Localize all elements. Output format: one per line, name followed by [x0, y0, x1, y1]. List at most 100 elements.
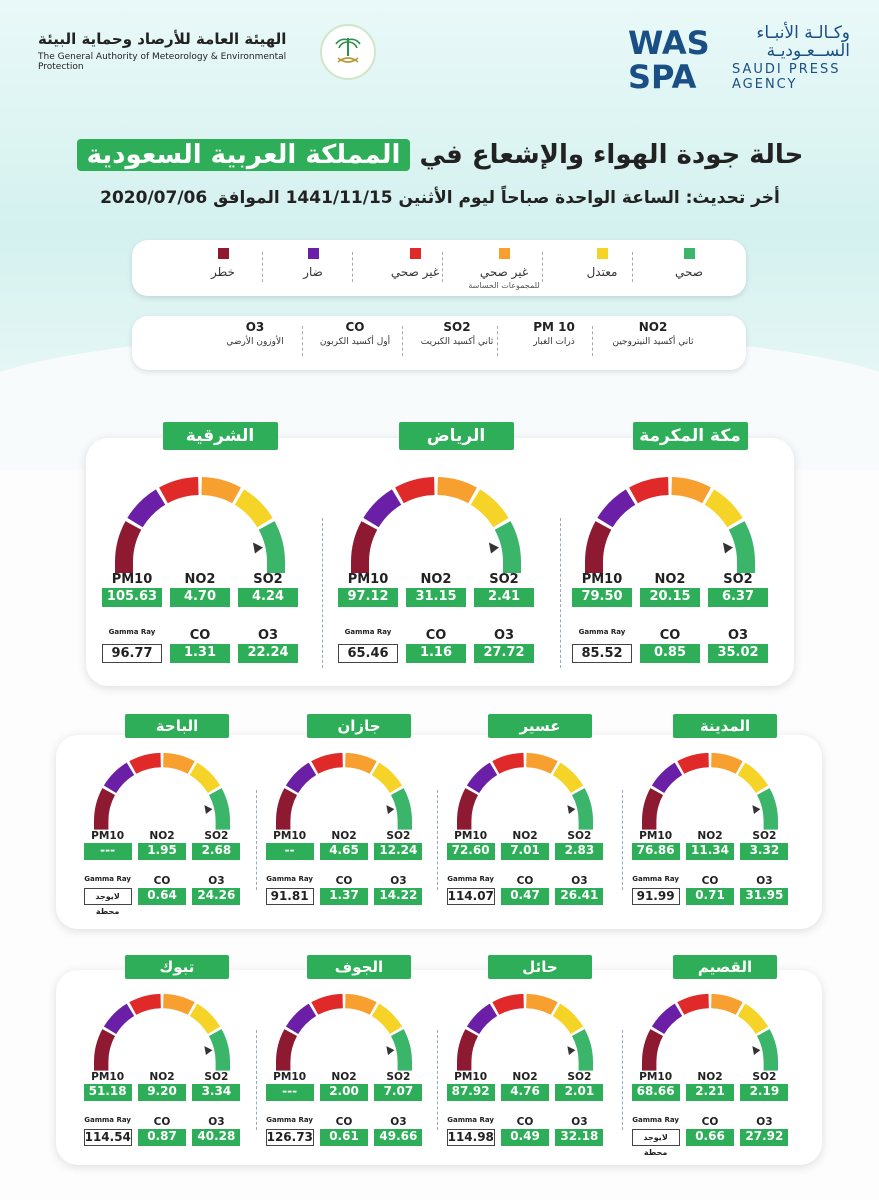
pollutant-item: PM 10 ذرات الغبار — [509, 320, 599, 349]
reading-value-gamma: 91.99 — [631, 887, 680, 905]
legend-swatch — [498, 248, 510, 259]
gauge-segment — [597, 489, 636, 528]
reading-label-gamma: Gamma Ray — [447, 1115, 494, 1124]
gauge-segment-end — [457, 1061, 472, 1071]
gauge-segment — [159, 477, 199, 504]
aqi-gauge — [351, 477, 521, 573]
reading-value-gamma: 126.73 — [265, 1128, 314, 1146]
gauge-segment — [363, 489, 402, 528]
reading-label-o3: O3 — [493, 628, 515, 643]
reading-label-o3: O3 — [756, 874, 773, 887]
reading-label-so2: SO2 — [204, 1071, 229, 1083]
legend-item: معتدل — [557, 248, 647, 281]
gauge-segment-end — [503, 561, 521, 573]
gauge-segment — [189, 762, 221, 794]
reading-label-gamma: Gamma Ray — [266, 1115, 313, 1124]
reading-value-no2: 31.15 — [406, 588, 466, 607]
reading-value-gamma: 114.07 — [446, 887, 495, 905]
pollutant-code: NO2 — [638, 320, 668, 334]
gauge-segment-end — [642, 1061, 657, 1071]
city-card: الشرقية PM10 105.63 NO2 4.70 SO2 4.24 Gamma Ray… — [100, 422, 300, 682]
city-card: جازان PM10 -- NO2 4.65 SO2 12.24 Gamma Ray 91.81… — [264, 714, 424, 922]
reading-label-pm10: PM10 — [91, 830, 125, 842]
gauge-pointer-icon — [567, 1046, 576, 1055]
pollutant-description: ذرات الغبار — [533, 337, 575, 347]
reading-label-o3: O3 — [390, 1115, 407, 1128]
reading-value-so2: 4.24 — [238, 588, 298, 607]
gauge-segment — [492, 752, 525, 774]
gauge-pointer-icon — [752, 1046, 761, 1055]
legend-item: خطر — [178, 248, 268, 281]
reading-label-co: CO — [659, 628, 681, 643]
reading-label-o3: O3 — [756, 1115, 773, 1128]
gauge-segment-end — [578, 1061, 593, 1071]
reading-value-no2: 4.70 — [170, 588, 230, 607]
spa-name-arabic-1: وكـالـة الأنبـاء — [756, 23, 850, 43]
reading-value-gamma: 65.46 — [338, 644, 398, 663]
reading-label-so2: SO2 — [204, 830, 229, 842]
reading-value-gamma: لايوجد محطة — [83, 887, 132, 916]
reading-label-gamma: Gamma Ray — [108, 628, 156, 636]
reading-label-so2: SO2 — [386, 1071, 411, 1083]
gauge-pointer-icon — [567, 805, 576, 814]
legend-sublabel: للمجموعات الحساسة — [468, 281, 540, 290]
reading-label-pm10: PM10 — [639, 1071, 673, 1083]
gauge-segment — [201, 477, 241, 504]
city-divider — [322, 518, 323, 668]
reading-value-co: 1.31 — [170, 644, 230, 663]
reading-label-so2: SO2 — [752, 830, 777, 842]
gauge-segment — [129, 752, 162, 774]
reading-label-so2: SO2 — [253, 572, 283, 587]
city-name: مكة المكرمة — [632, 422, 748, 450]
reading-label-co: CO — [701, 874, 719, 887]
reading-value-o3: 27.92 — [740, 1128, 789, 1146]
reading-label-no2: NO2 — [184, 572, 216, 587]
gauge-segment-end — [276, 820, 291, 830]
reading-value-pm10: --- — [265, 1083, 314, 1101]
reading-label-no2: NO2 — [149, 830, 175, 842]
reading-label-no2: NO2 — [512, 830, 538, 842]
reading-value-no2: 2.21 — [686, 1083, 734, 1101]
gaep-logo-block: الهيئة العامة للأرصاد وحماية البيئة The … — [38, 24, 378, 80]
pollutant-legend: NO2 ثاني أكسيد النيتروجين PM 10 ذرات الغبار… — [132, 316, 746, 370]
gauge-pointer-icon — [386, 1046, 395, 1055]
spa-name-arabic-2: الســعـوديـة — [766, 41, 850, 61]
gauge-segment — [103, 762, 135, 794]
reading-label-gamma: Gamma Ray — [84, 1115, 131, 1124]
legend-divider — [442, 252, 443, 282]
reading-value-pm10: 51.18 — [83, 1083, 132, 1101]
gauge-segment-end — [763, 820, 778, 830]
gauge-segment — [208, 1029, 230, 1063]
reading-value-pm10: 72.60 — [446, 842, 495, 860]
gauge-segment — [344, 752, 377, 774]
reading-value-o3: 22.24 — [238, 644, 298, 663]
reading-value-pm10: -- — [265, 842, 314, 860]
gauge-segment — [457, 788, 479, 822]
pollutant-code: CO — [345, 320, 365, 334]
reading-value-so2: 3.32 — [740, 842, 789, 860]
gauge-segment — [208, 788, 230, 822]
page-title: حالة جودة الهواء والإشعاع في المملكة الع… — [60, 139, 820, 171]
gauge-segment — [651, 762, 683, 794]
reading-value-co: 0.87 — [138, 1128, 186, 1146]
reading-label-gamma: Gamma Ray — [84, 874, 131, 883]
gauge-segment — [127, 489, 166, 528]
pollutant-description: أول أكسيد الكربون — [319, 337, 391, 347]
gauge-pointer-icon — [204, 1046, 213, 1055]
legend-swatch — [307, 248, 319, 259]
reading-value-o3: 24.26 — [192, 887, 241, 905]
reading-label-co: CO — [335, 874, 353, 887]
city-name: حائل — [487, 955, 593, 979]
city-card: عسير PM10 72.60 NO2 7.01 SO2 2.83 Gamma Ray 114.… — [445, 714, 605, 922]
reading-label-so2: SO2 — [723, 572, 753, 587]
reading-label-co: CO — [335, 1115, 353, 1128]
gauge-segment-end — [94, 820, 109, 830]
pollutant-divider — [497, 326, 498, 356]
reading-value-gamma: 96.77 — [102, 644, 162, 663]
aqi-gauge — [457, 993, 593, 1071]
legend-divider — [632, 252, 633, 282]
reading-value-co: 0.61 — [320, 1128, 368, 1146]
gauge-segment — [492, 993, 525, 1015]
reading-label-gamma: Gamma Ray — [266, 874, 313, 883]
reading-value-so2: 2.41 — [474, 588, 534, 607]
